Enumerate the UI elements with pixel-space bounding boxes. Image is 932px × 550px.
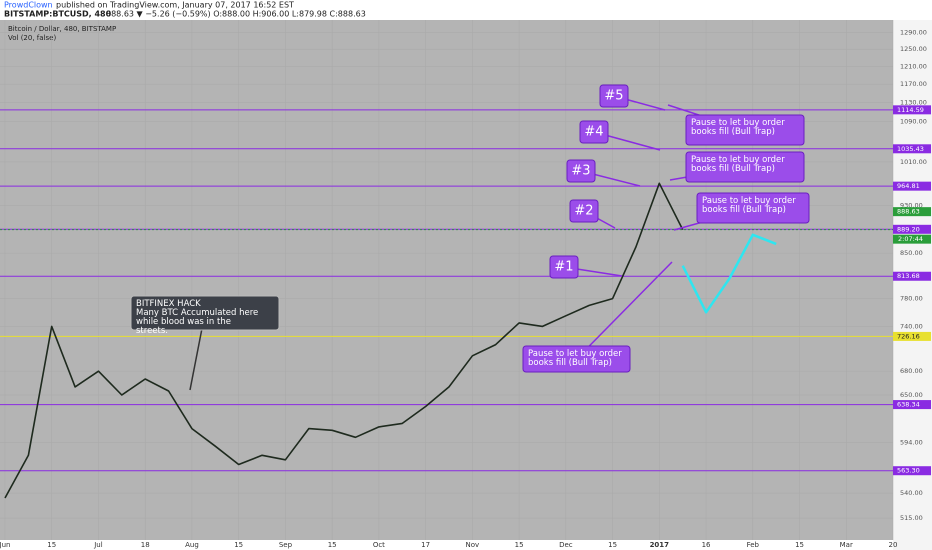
symbol: BITSTAMP:BTCUSD, 480 (4, 10, 112, 19)
level-label: 1035.43 (897, 145, 924, 153)
callout-text: #2 (574, 204, 593, 219)
callout-line: Pause to let buy order (691, 155, 785, 165)
timer: 2:07:44 (898, 235, 923, 243)
level-label-box (893, 181, 931, 191)
callout-text: Pause to let buy order books fill (Bull T… (691, 118, 785, 137)
callout-text: Pause to let buy order books fill (Bull T… (528, 349, 622, 368)
y-tick-label: 680.00 (900, 367, 923, 375)
level-label-box (893, 271, 931, 281)
callout-box (569, 199, 599, 223)
y-tick-label: 540.00 (900, 489, 923, 497)
x-tick-label: 15 (47, 541, 56, 549)
callout-box (579, 120, 609, 144)
x-tick-label: 15 (515, 541, 524, 549)
level-label-box (893, 331, 931, 341)
callout-line: Pause to let buy order (702, 196, 796, 206)
callout-text: Pause to let buy order books fill (Bull T… (691, 155, 785, 174)
x-tick-label: 16 (702, 541, 711, 549)
x-tick-label: 2017 (650, 541, 670, 549)
chart-subtitle: Vol (20, false) (8, 34, 56, 42)
callout-line: Many BTC Accumulated here (136, 308, 258, 318)
level-label: 563.30 (897, 467, 920, 475)
x-tick-label: Jul (93, 541, 103, 549)
y-tick-label: 930.00 (900, 202, 923, 210)
x-tick-label: Oct (373, 541, 385, 549)
x-tick-label: 15 (234, 541, 243, 549)
x-tick-label: Jun (0, 541, 10, 549)
level-label: 964.81 (897, 182, 920, 190)
y-tick-label: 515.00 (900, 514, 923, 522)
callout-box (599, 84, 629, 108)
callout-text: BITFINEX HACK Many BTC Accumulated here wh… (136, 299, 258, 336)
level-label-box (893, 144, 931, 154)
level-label-box (893, 400, 931, 410)
x-tick-label: Feb (747, 541, 760, 549)
callout-line: books fill (Bull Trap) (702, 205, 786, 215)
x-tick-label: Mar (840, 541, 853, 549)
level-label-box (893, 105, 931, 115)
callout-line: streets. (136, 326, 168, 336)
y-tick-label: 594.00 (900, 439, 923, 447)
callout-box (685, 151, 805, 183)
level-label: 726.16 (897, 332, 920, 340)
y-tick-label: 1010.00 (900, 158, 927, 166)
callout-line: Pause to let buy order (528, 349, 622, 359)
level-label: 638.34 (897, 401, 920, 409)
x-tick-label: Dec (559, 541, 573, 549)
callout-text: #5 (604, 89, 623, 104)
y-tick-label: 1090.00 (900, 118, 927, 126)
callout-text: #1 (554, 260, 573, 275)
callout-box (685, 114, 805, 146)
y-tick-label: 1170.00 (900, 80, 927, 88)
chart-title: Bitcoin / Dollar, 480, BITSTAMP (8, 25, 116, 33)
y-tick-label: 1290.00 (900, 29, 927, 37)
callout-line: books fill (Bull Trap) (528, 358, 612, 368)
level-label-box (893, 207, 931, 217)
plot-area (0, 20, 893, 540)
x-tick-label: Sep (279, 541, 293, 549)
x-tick-label: 15 (795, 541, 804, 549)
y-tick-label: 650.00 (900, 391, 923, 399)
x-tick-label: 15 (328, 541, 337, 549)
published: published on TradingView.com, January 07… (56, 1, 294, 10)
callout-pointer (575, 261, 673, 360)
x-tick-label: Aug (185, 541, 199, 549)
y-tick-label: 1210.00 (900, 62, 927, 70)
x-tick-label: 18 (141, 541, 150, 549)
callout-line: BITFINEX HACK (136, 299, 201, 309)
price-line (4, 182, 684, 499)
x-tick-label: Nov (466, 541, 480, 549)
y-tick-label: 740.00 (900, 322, 923, 330)
y-tick-label: 780.00 (900, 295, 923, 303)
author: ProwdClown (4, 1, 53, 10)
level-label-box (893, 466, 931, 476)
x-tick-label: 20 (889, 541, 898, 549)
callout-text: #4 (584, 125, 603, 140)
price-line (681, 233, 777, 314)
level-label: 888.63 (897, 208, 920, 216)
y-tick-label: 850.00 (900, 249, 923, 257)
callout-line: books fill (Bull Trap) (691, 164, 775, 174)
callout-box (549, 255, 579, 279)
x-tick-label: 17 (421, 541, 430, 549)
timer-box (893, 234, 931, 244)
callout-line: books fill (Bull Trap) (691, 127, 775, 137)
level-label: 813.68 (897, 272, 920, 280)
y-tick-label: 1250.00 (900, 45, 927, 53)
callout-text: #3 (571, 164, 590, 179)
y-tick-label: 1130.00 (900, 99, 927, 107)
callout-box (696, 192, 810, 224)
callout-box (566, 159, 596, 183)
level-label: 889.20 (897, 225, 920, 233)
callout-box (522, 345, 631, 373)
level-label-box (893, 224, 931, 234)
x-tick-label: 15 (608, 541, 617, 549)
callout-text: Pause to let buy order books fill (Bull T… (702, 196, 796, 215)
quote: 888.63 ▼ −5.26 (−0.59%) O:888.00 H:906.0… (106, 10, 366, 19)
callout-line: while blood was in the (136, 317, 231, 327)
level-label: 1114.59 (897, 106, 924, 114)
callout-box (130, 295, 280, 331)
callout-line: Pause to let buy order (691, 118, 785, 128)
